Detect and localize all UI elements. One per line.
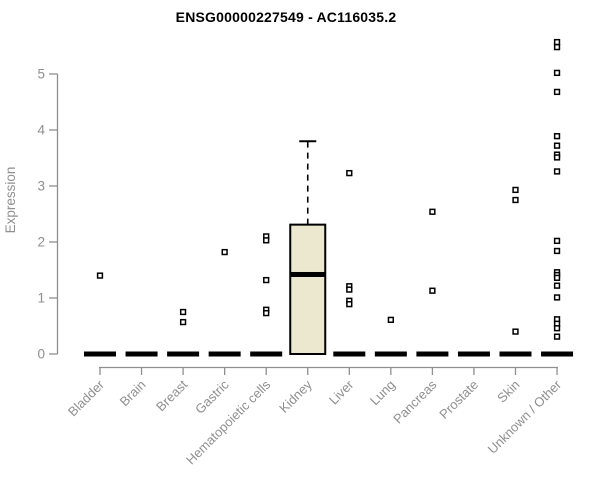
- outlier-point-hematopoietic-cells: [263, 309, 270, 317]
- outlier-point-liver: [346, 286, 353, 293]
- x-tick-label-liver: Liver: [326, 377, 357, 408]
- outlier-point-liver: [346, 169, 353, 177]
- y-tick-label: 4: [37, 123, 45, 138]
- y-tick-label: 5: [37, 67, 45, 82]
- x-tick-label-lung: Lung: [367, 377, 398, 408]
- y-axis-title: Expression: [3, 167, 18, 234]
- outlier-point-skin: [512, 196, 519, 204]
- zero-median-bar-liver: [333, 351, 366, 357]
- outlier-point-unknown-other: [553, 282, 561, 289]
- outlier-point-gastric: [221, 248, 228, 256]
- outlier-point-pancreas: [429, 208, 436, 215]
- outlier-point-unknown-other: [553, 142, 561, 149]
- x-tick-label-kidney: Kidney: [276, 377, 315, 416]
- outlier-point-skin: [512, 328, 519, 335]
- outlier-point-unknown-other: [553, 133, 561, 140]
- zero-median-bar-unknown-other: [541, 351, 574, 357]
- zero-median-bar-gastric: [208, 351, 241, 357]
- x-tick-label-breast: Breast: [153, 377, 190, 414]
- outlier-point-pancreas: [429, 287, 436, 294]
- x-tick-label-gastric: Gastric: [192, 377, 232, 417]
- y-tick-label: 3: [37, 179, 45, 194]
- y-tick-label: 1: [37, 291, 45, 306]
- outlier-point-unknown-other: [553, 154, 561, 161]
- outlier-point-unknown-other: [553, 38, 561, 46]
- x-tick-label-prostate: Prostate: [436, 377, 481, 422]
- chart-title: ENSG00000227549 - AC116035.2: [175, 9, 397, 25]
- outlier-point-unknown-other: [553, 43, 561, 51]
- zero-median-bar-hematopoietic-cells: [250, 351, 283, 357]
- outlier-point-breast: [179, 308, 187, 316]
- x-tick-label-brain: Brain: [117, 377, 149, 409]
- outlier-point-unknown-other: [553, 69, 561, 77]
- outlier-point-unknown-other: [553, 325, 561, 332]
- outlier-point-liver: [346, 301, 353, 308]
- x-tick-label-bladder: Bladder: [65, 377, 108, 420]
- x-tick-label-pancreas: Pancreas: [390, 377, 440, 427]
- zero-median-bar-skin: [499, 351, 532, 357]
- median-line-kidney: [290, 271, 326, 277]
- outlier-point-unknown-other: [553, 247, 561, 255]
- outlier-point-skin: [512, 186, 519, 194]
- outlier-point-unknown-other: [553, 294, 561, 301]
- zero-median-bar-lung: [374, 351, 407, 357]
- outlier-point-breast: [179, 318, 187, 326]
- outlier-point-hematopoietic-cells: [263, 237, 270, 244]
- y-tick-label: 0: [37, 347, 45, 362]
- outlier-point-unknown-other: [553, 168, 561, 175]
- outlier-point-unknown-other: [553, 237, 561, 245]
- zero-median-bar-breast: [167, 351, 200, 357]
- box-kidney: [289, 223, 327, 355]
- y-tick-label: 2: [37, 235, 45, 250]
- outlier-point-bladder: [96, 272, 104, 279]
- x-tick-label-skin: Skin: [494, 377, 522, 405]
- zero-median-bar-prostate: [457, 351, 490, 357]
- outlier-point-unknown-other: [553, 88, 561, 96]
- outlier-point-lung: [387, 316, 395, 323]
- x-tick-label-unknown-other: Unknown / Other: [485, 377, 565, 457]
- outlier-point-unknown-other: [553, 333, 561, 340]
- outlier-point-unknown-other: [553, 274, 561, 281]
- zero-median-bar-brain: [125, 351, 158, 357]
- outlier-point-hematopoietic-cells: [263, 276, 270, 284]
- zero-median-bar-pancreas: [416, 351, 449, 357]
- zero-median-bar-bladder: [84, 351, 116, 357]
